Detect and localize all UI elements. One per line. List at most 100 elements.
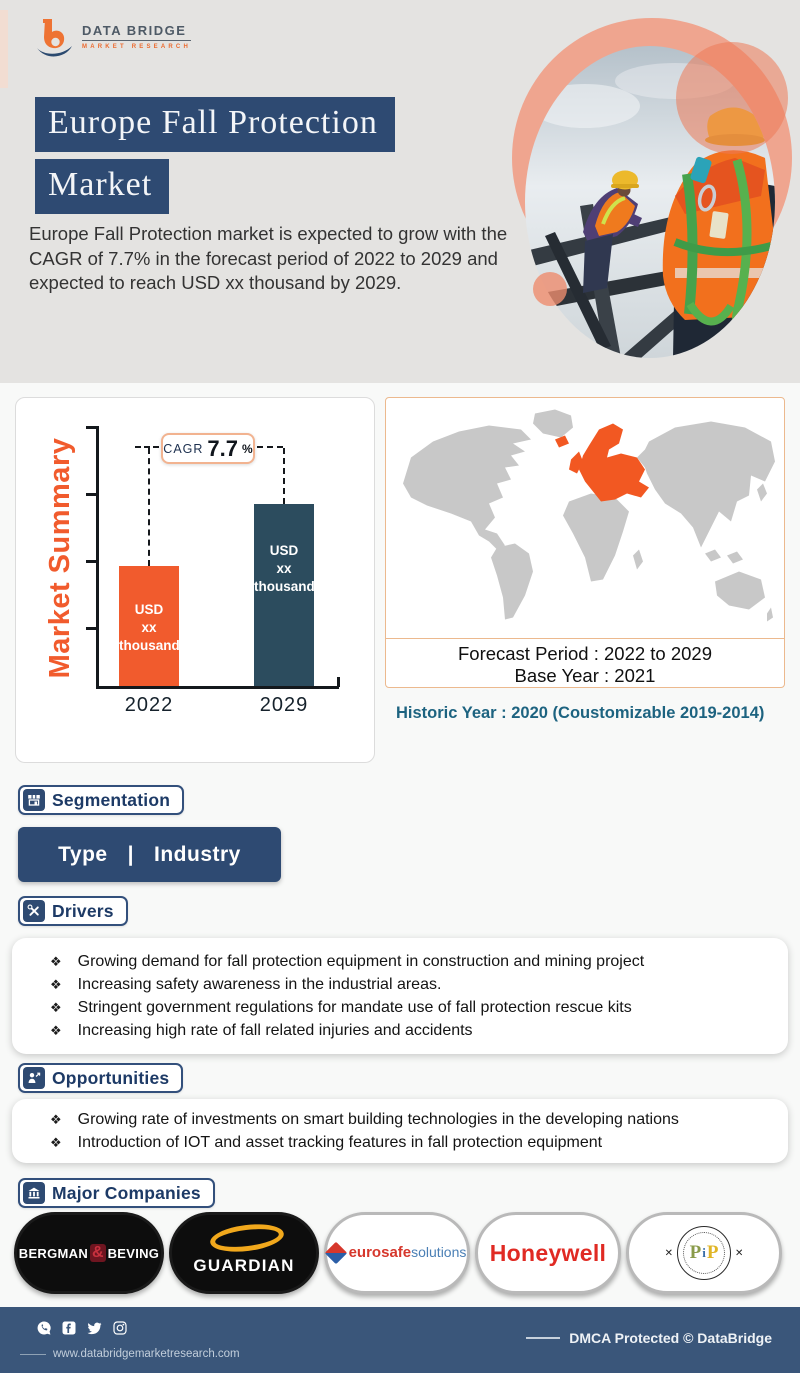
opportunity-item: ❖ Growing rate of investments on smart bu… bbox=[38, 1108, 762, 1131]
brand-tagline: MARKET RESEARCH bbox=[82, 44, 192, 50]
opportunity-item-text: Introduction of IOT and asset tracking f… bbox=[77, 1134, 603, 1151]
opportunity-item-text: Growing rate of investments on smart bui… bbox=[77, 1111, 679, 1128]
logo-pip: ✕ P i P ✕ bbox=[626, 1212, 782, 1294]
dmca-text: DMCA Protected © DataBridge bbox=[569, 1330, 772, 1346]
market-summary-card: Market Summary CAGR 7.7 % USD xx thousan… bbox=[15, 397, 375, 763]
bar-2029: USD xx thousand bbox=[254, 504, 315, 686]
market-summary-label: Market Summary bbox=[44, 437, 76, 679]
beving-text: BEVING bbox=[107, 1245, 160, 1261]
forecast-period-text: Forecast Period : 2022 to 2029 bbox=[457, 643, 713, 664]
website-row: www.databridgemarketresearch.com bbox=[20, 1348, 240, 1360]
pip-letter-p2: P bbox=[706, 1242, 719, 1263]
major-companies-header: Major Companies bbox=[18, 1178, 215, 1208]
historic-year-text: Historic Year : 2020 (Coustomizable 2019… bbox=[396, 704, 765, 722]
website-link[interactable]: www.databridgemarketresearch.com bbox=[53, 1348, 240, 1360]
cagr-unit: % bbox=[242, 441, 253, 456]
instagram-icon[interactable] bbox=[113, 1321, 127, 1340]
pip-letter-p1: P bbox=[689, 1242, 702, 1263]
pip-star-left: ✕ bbox=[664, 1247, 673, 1259]
solutions-text: solutions bbox=[411, 1244, 467, 1260]
decor-peach-sliver bbox=[0, 10, 8, 88]
eurosafe-diamond-icon bbox=[324, 1241, 347, 1265]
driver-item: ❖ Growing demand for fall protection equi… bbox=[38, 950, 762, 973]
major-companies-label: Major Companies bbox=[52, 1182, 201, 1203]
cagr-dashed-line-left bbox=[148, 448, 150, 566]
y-tick-3 bbox=[86, 560, 97, 563]
storefront-icon bbox=[23, 789, 45, 811]
hero-photo-construction-workers bbox=[524, 46, 776, 358]
bullet-icon: ❖ bbox=[50, 1023, 62, 1038]
honeywell-text: Honeywell bbox=[489, 1239, 607, 1266]
pip-badge-circle: P i P bbox=[677, 1226, 731, 1280]
eurosafe-text: eurosafe bbox=[348, 1244, 412, 1261]
x-axis-label-2029: 2029 bbox=[259, 694, 309, 716]
driver-item-text: Growing demand for fall protection equip… bbox=[77, 953, 645, 970]
facebook-icon[interactable] bbox=[62, 1321, 76, 1340]
logo-bergman-beving: BERGMAN & BEVING bbox=[14, 1212, 164, 1294]
pip-star-right: ✕ bbox=[735, 1247, 744, 1259]
bar-2022-value: USD xx thousand bbox=[119, 602, 180, 654]
world-map-card: Forecast Period : 2022 to 2029 Base Year… bbox=[385, 397, 785, 688]
dmca-row: DMCA Protected © DataBridge bbox=[526, 1330, 772, 1346]
decor-salmon-circle-topright bbox=[676, 42, 788, 154]
bullet-icon: ❖ bbox=[50, 1000, 62, 1015]
bullet-icon: ❖ bbox=[50, 954, 62, 969]
opportunities-list: ❖ Growing rate of investments on smart bu… bbox=[38, 1108, 762, 1154]
driver-item-text: Stringent government regulations for man… bbox=[77, 999, 632, 1016]
hero-description: Europe Fall Protection market is expecte… bbox=[29, 223, 508, 294]
segmentation-type-industry-bar: Type | Industry bbox=[18, 827, 281, 882]
drivers-card: ❖ Growing demand for fall protection equi… bbox=[12, 938, 788, 1054]
opportunity-item: ❖ Introduction of IOT and asset tracking … bbox=[38, 1131, 762, 1154]
logo-guardian: GUARDIAN bbox=[169, 1212, 319, 1294]
cagr-label: CAGR bbox=[163, 441, 204, 456]
twitter-icon[interactable] bbox=[87, 1321, 102, 1340]
databridge-logo-icon bbox=[34, 16, 76, 65]
bar-2022: USD xx thousand bbox=[119, 566, 180, 686]
building-icon bbox=[23, 1182, 45, 1204]
page-title-line2: Market bbox=[35, 159, 170, 214]
segment-type: Type bbox=[58, 842, 108, 866]
social-icons-row bbox=[37, 1321, 127, 1340]
opportunities-card: ❖ Growing rate of investments on smart bu… bbox=[12, 1099, 788, 1163]
bar-2029-value: USD xx thousand bbox=[254, 543, 315, 595]
chart-y-axis bbox=[96, 426, 99, 688]
brand-name: DATA BRIDGE bbox=[82, 23, 192, 41]
segment-divider: | bbox=[127, 842, 134, 866]
y-tick-1 bbox=[86, 426, 97, 429]
cagr-dashed-stub-right bbox=[257, 446, 283, 448]
driver-item: ❖ Increasing safety awareness in the indu… bbox=[38, 973, 762, 996]
opportunities-label: Opportunities bbox=[52, 1067, 170, 1088]
drivers-label: Drivers bbox=[52, 900, 114, 921]
cagr-dashed-stub-left bbox=[135, 446, 159, 448]
y-tick-4 bbox=[86, 627, 97, 630]
y-tick-2 bbox=[86, 493, 97, 496]
logo-honeywell: Honeywell bbox=[475, 1212, 621, 1294]
bullet-icon: ❖ bbox=[50, 1135, 62, 1150]
decor-salmon-circle-bottomleft bbox=[533, 272, 567, 306]
drivers-header: Drivers bbox=[18, 896, 128, 926]
bullet-icon: ❖ bbox=[50, 977, 62, 992]
world-map-europe-highlighted bbox=[393, 403, 777, 643]
person-growth-icon bbox=[23, 1067, 45, 1089]
map-card-divider bbox=[386, 638, 784, 639]
bullet-icon: ❖ bbox=[50, 1112, 62, 1127]
website-dash bbox=[20, 1353, 46, 1355]
pip-letter-i: i bbox=[702, 1245, 706, 1260]
brand-logo: DATA BRIDGE MARKET RESEARCH bbox=[34, 16, 192, 65]
driver-item-text: Increasing high rate of fall related inj… bbox=[77, 1022, 473, 1039]
whatsapp-icon[interactable] bbox=[37, 1321, 51, 1340]
tools-icon bbox=[23, 900, 45, 922]
segment-industry: Industry bbox=[154, 842, 241, 866]
logo-eurosafe-solutions: eurosafesolutions bbox=[324, 1212, 470, 1294]
driver-item: ❖ Stringent government regulations for ma… bbox=[38, 996, 762, 1019]
chart-x-axis-end-tick bbox=[337, 677, 340, 687]
bergman-ampersand: & bbox=[90, 1244, 106, 1262]
footer: www.databridgemarketresearch.com DMCA Pr… bbox=[0, 1307, 800, 1373]
segmentation-label: Segmentation bbox=[52, 789, 171, 810]
x-axis-label-2022: 2022 bbox=[124, 694, 174, 716]
guardian-halo-icon bbox=[208, 1220, 286, 1256]
driver-item: ❖ Increasing high rate of fall related in… bbox=[38, 1019, 762, 1042]
base-year-text: Base Year : 2021 bbox=[514, 665, 656, 686]
cagr-value: 7.7 bbox=[207, 435, 239, 461]
dmca-dash bbox=[526, 1337, 561, 1339]
